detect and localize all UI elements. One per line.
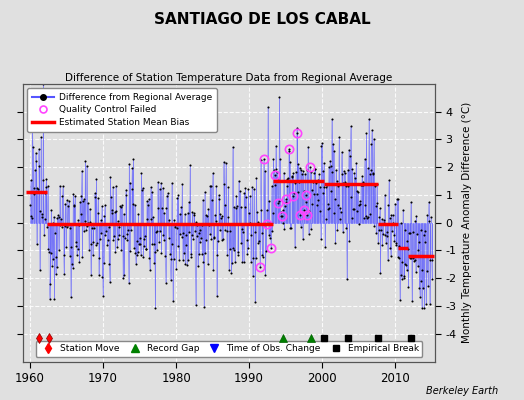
Text: SANTIAGO DE LOS CABAL: SANTIAGO DE LOS CABAL <box>154 12 370 27</box>
Legend: Station Move, Record Gap, Time of Obs. Change, Empirical Break: Station Move, Record Gap, Time of Obs. C… <box>36 341 422 357</box>
Y-axis label: Monthly Temperature Anomaly Difference (°C): Monthly Temperature Anomaly Difference (… <box>462 102 472 343</box>
Title: Difference of Station Temperature Data from Regional Average: Difference of Station Temperature Data f… <box>66 73 392 83</box>
Text: Berkeley Earth: Berkeley Earth <box>425 386 498 396</box>
